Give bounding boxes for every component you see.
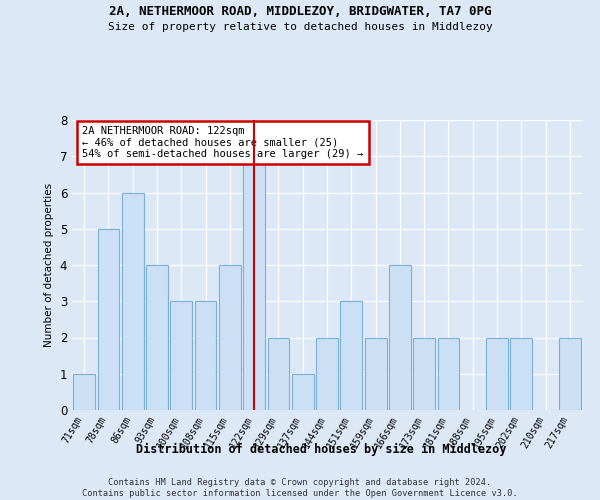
- Text: 2A, NETHERMOOR ROAD, MIDDLEZOY, BRIDGWATER, TA7 0PG: 2A, NETHERMOOR ROAD, MIDDLEZOY, BRIDGWAT…: [109, 5, 491, 18]
- Bar: [292, 374, 314, 410]
- Text: Contains HM Land Registry data © Crown copyright and database right 2024.
Contai: Contains HM Land Registry data © Crown c…: [82, 478, 518, 498]
- Bar: [194, 301, 217, 410]
- Bar: [268, 338, 289, 410]
- Bar: [146, 265, 168, 410]
- Bar: [97, 229, 119, 410]
- Bar: [122, 192, 143, 410]
- Text: 2A NETHERMOOR ROAD: 122sqm
← 46% of detached houses are smaller (25)
54% of semi: 2A NETHERMOOR ROAD: 122sqm ← 46% of deta…: [82, 126, 364, 159]
- Bar: [559, 338, 581, 410]
- Bar: [486, 338, 508, 410]
- Text: Size of property relative to detached houses in Middlezoy: Size of property relative to detached ho…: [107, 22, 493, 32]
- Bar: [413, 338, 435, 410]
- Bar: [73, 374, 95, 410]
- Bar: [365, 338, 386, 410]
- Bar: [389, 265, 411, 410]
- Bar: [340, 301, 362, 410]
- Bar: [511, 338, 532, 410]
- Bar: [243, 156, 265, 410]
- Bar: [170, 301, 192, 410]
- Text: Distribution of detached houses by size in Middlezoy: Distribution of detached houses by size …: [136, 442, 506, 456]
- Bar: [219, 265, 241, 410]
- Bar: [316, 338, 338, 410]
- Bar: [437, 338, 460, 410]
- Y-axis label: Number of detached properties: Number of detached properties: [44, 183, 54, 347]
